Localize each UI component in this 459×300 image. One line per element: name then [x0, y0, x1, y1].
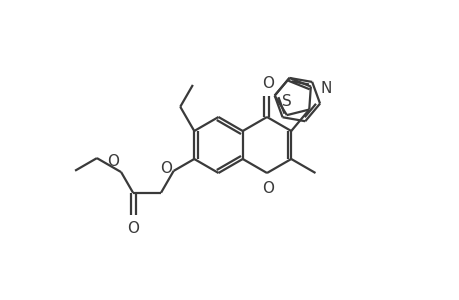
Text: O: O: [127, 221, 139, 236]
Text: O: O: [159, 161, 171, 176]
Text: O: O: [107, 154, 119, 169]
Text: N: N: [320, 81, 331, 96]
Text: O: O: [262, 181, 274, 196]
Text: O: O: [262, 76, 274, 91]
Text: S: S: [281, 94, 291, 109]
